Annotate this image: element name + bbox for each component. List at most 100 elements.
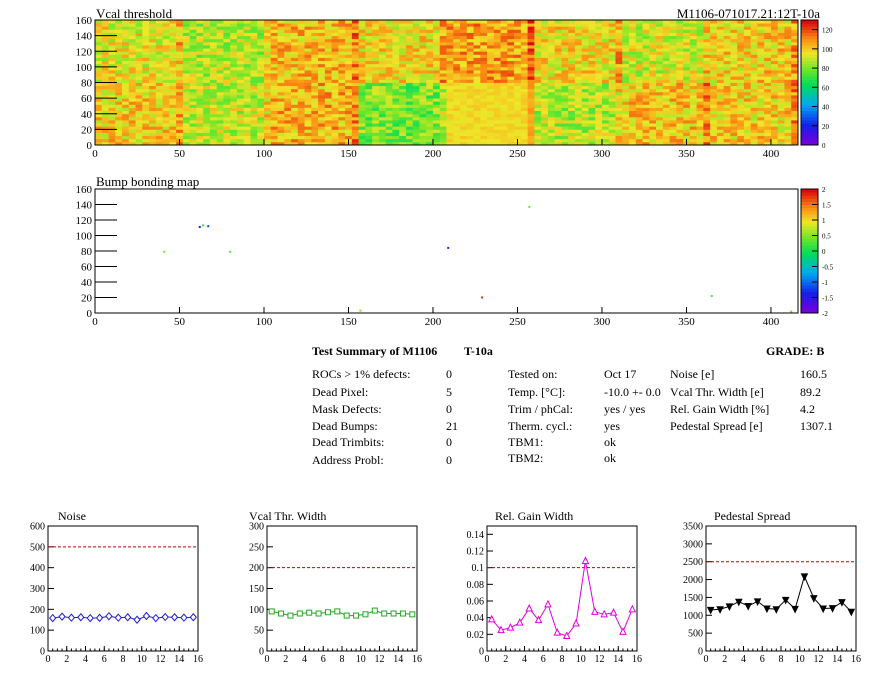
vcal-cell — [581, 38, 589, 43]
vcal-cell — [412, 26, 420, 30]
vcal-cell — [284, 88, 292, 93]
vcal-cell — [480, 104, 488, 108]
vcal-cell — [615, 45, 623, 49]
vcal-cell — [750, 104, 758, 108]
vcal-cell — [629, 20, 637, 24]
vcal-cell — [757, 41, 765, 46]
vcal-cell — [297, 132, 305, 137]
vcal-cell — [196, 113, 204, 118]
vcal-cell — [710, 110, 718, 115]
vcal-cell — [568, 57, 576, 62]
vcal-cell — [277, 38, 285, 43]
vcal-cell — [189, 79, 197, 83]
vcal-cell — [399, 35, 407, 40]
vcal-cell — [432, 104, 441, 108]
vcal-cell — [230, 132, 238, 137]
vcal-cell — [507, 45, 515, 49]
vcal-cell — [487, 57, 495, 62]
vcal-cell — [419, 91, 427, 96]
vcal-cell — [155, 85, 163, 90]
vcal-cell — [230, 116, 238, 121]
vcal-cell — [676, 110, 684, 115]
vcal-cell — [568, 23, 576, 27]
vcal-cell — [392, 132, 400, 137]
vcal-cell — [696, 138, 704, 143]
vcal-cell — [182, 26, 191, 30]
vcal-cell — [101, 29, 109, 33]
vcal-cell — [757, 101, 765, 105]
vcal-cell — [554, 60, 562, 65]
vcal-cell — [142, 132, 150, 137]
vcal-cell — [176, 110, 184, 115]
vcal-cell — [541, 135, 549, 140]
vcal-cell — [318, 129, 326, 133]
vcal-cell — [487, 116, 495, 121]
vcal-cell — [608, 104, 616, 108]
vcal-cell — [385, 126, 393, 130]
vcal-cell — [568, 141, 576, 146]
vcal-cell — [115, 110, 123, 115]
vcal-cell — [635, 107, 643, 112]
vcal-cell — [615, 66, 623, 71]
vcal-cell — [196, 38, 204, 43]
vcal-cell — [311, 73, 319, 77]
vcal-cell — [460, 70, 468, 74]
vcal-cell — [412, 110, 420, 115]
vcal-cell — [743, 88, 752, 93]
vcal-cell — [629, 132, 637, 137]
vcal-cell — [743, 35, 752, 40]
vcal-cell — [554, 26, 562, 30]
vcal-cell — [784, 63, 792, 68]
vcal-cell — [689, 110, 698, 115]
vcal-cell — [541, 48, 549, 52]
vcal-cell — [304, 63, 312, 68]
vcal-cell — [358, 66, 366, 71]
vcal-cell — [615, 41, 623, 46]
vcal-cell — [101, 63, 109, 68]
vcal-cell — [561, 54, 569, 58]
vcal-cell — [189, 107, 197, 112]
vcal-cell — [311, 91, 319, 96]
vcal-cell — [520, 120, 529, 124]
vcal-cell — [743, 113, 752, 118]
vcal-cell — [209, 63, 218, 68]
vcal-cell — [629, 104, 637, 108]
vcal-cell — [426, 129, 434, 133]
vcal-cell — [365, 26, 373, 30]
vcal-cell — [284, 54, 292, 58]
vcal-cell — [182, 95, 191, 99]
vcal-cell — [405, 20, 414, 24]
vcal-cell — [554, 120, 562, 124]
vcal-cell — [196, 107, 204, 112]
vcal-cell — [791, 29, 799, 33]
vcal-cell — [284, 79, 292, 83]
vcal-cell — [703, 129, 711, 133]
vcal-cell — [189, 110, 197, 115]
vcal-cell — [338, 138, 346, 143]
vcal-cell — [95, 57, 103, 62]
vcal-cell — [128, 29, 136, 33]
vcal-cell — [284, 141, 292, 146]
vcal-cell — [304, 57, 312, 62]
vcal-cell — [115, 85, 123, 90]
vcal-cell — [304, 48, 312, 52]
vcal-cell — [122, 126, 130, 130]
vcal-cell — [270, 88, 278, 93]
vcal-cell — [554, 138, 562, 143]
vcal-cell — [405, 113, 414, 118]
vcal-cell — [507, 85, 515, 90]
vcal-cell — [514, 79, 522, 83]
vcal-cell — [351, 113, 360, 118]
vcal-cell — [730, 138, 738, 143]
vcal-cell — [662, 107, 670, 112]
vcal-cell — [568, 79, 576, 83]
data-point — [371, 607, 378, 614]
vcal-cell — [162, 41, 170, 46]
vcal-cell — [669, 98, 677, 102]
vcal-cell — [351, 26, 360, 30]
vcal-cell — [737, 70, 745, 74]
vcal-cell — [554, 23, 562, 27]
vcal-cell — [669, 95, 677, 99]
vcal-cell — [189, 32, 197, 37]
vcal-cell — [791, 110, 799, 115]
